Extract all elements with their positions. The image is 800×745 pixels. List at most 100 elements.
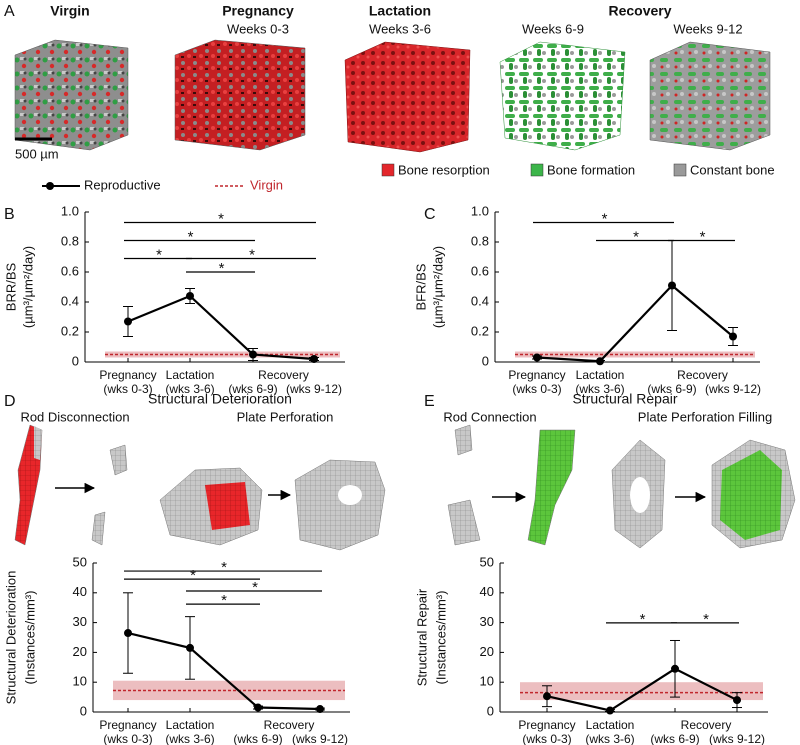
y-tick-label: 0.6 [61,263,79,278]
column-subheading: Weeks 6-9 [522,21,584,36]
x-tick-label: (wks 9-12) [709,732,765,745]
legend-label: Constant bone [690,162,775,177]
chart-title: Structural Repair [572,391,677,407]
legend-label: Virgin [250,177,283,192]
y-tick-label: 10 [73,674,87,689]
significance-star: * [602,210,608,227]
scale-bar-label: 500 µm [15,146,59,161]
column-heading: Virgin [50,3,89,19]
y-tick-label: 0 [487,703,494,718]
x-group-label: Lactation [576,368,625,382]
data-line [546,667,738,712]
significance-star: * [700,228,706,245]
y-tick-label: 40 [73,584,87,599]
x-group-label: Lactation [586,718,635,732]
column-heading: Pregnancy [222,3,294,19]
y-tick-label: 50 [73,554,87,569]
y-tick-label: 0.2 [471,323,489,338]
significance-star: * [218,210,224,227]
y-tick-label: 0 [80,703,87,718]
x-tick-label: (wks 3-6) [585,732,634,745]
data-point [316,705,324,714]
legend-marker [46,182,54,190]
x-tick-label: (wks 0-3) [522,732,571,745]
y-tick-label: 20 [73,644,87,659]
data-point [729,332,737,341]
y-tick-label: 0 [482,353,489,368]
y-tick-label: 1.0 [61,203,79,218]
legend-label: Reproductive [84,177,161,192]
column-heading: Recovery [608,3,671,19]
column-subheading: Weeks 9-12 [673,21,742,36]
structure-images [14,424,796,551]
x-tick-label: (wks 0-3) [512,382,561,396]
significance-star: * [640,611,646,628]
panel-label: D [4,393,16,410]
x-group-label: Lactation [166,368,215,382]
y-tick-label: 0.8 [61,233,79,248]
data-point [596,357,604,366]
x-group-label: Pregnancy [99,718,156,732]
y-tick-label: 30 [73,614,87,629]
chart-subtitle: Plate Perforation Filling [638,409,772,424]
significance-star: * [252,579,258,596]
x-group-label: Pregnancy [99,368,156,382]
x-tick-label: (wks 3-6) [575,382,624,396]
data-point [543,692,551,701]
significance-star: * [633,228,639,245]
data-point [254,703,262,712]
panel-label: E [424,393,435,410]
data-point [124,629,132,638]
specimen-images [14,39,771,153]
significance-star: * [190,567,196,584]
significance-star: * [221,592,227,609]
y-tick-label: 1.0 [471,203,489,218]
data-point [668,281,676,290]
y-axis-label: Structural Repair [414,588,429,686]
y-tick-label: 30 [480,614,494,629]
data-point [733,696,741,705]
x-tick-label: (wks 9-12) [292,732,348,745]
data-point [606,706,614,715]
x-group-label: Pregnancy [508,368,565,382]
data-line [127,294,315,361]
x-tick-label: (wks 6-9) [233,732,282,745]
y-tick-label: 10 [480,674,494,689]
legend-swatch [381,163,395,177]
legend-swatch [673,163,687,177]
panel-label: B [4,206,15,223]
legend-label: Bone resorption [398,162,490,177]
y-tick-label: 0.4 [471,293,489,308]
significance-star: * [219,260,225,277]
x-tick-label: (wks 6-9) [647,382,696,396]
data-point [124,317,132,326]
y-axis-label: (Instances/mm³) [433,591,448,685]
data-point [533,353,541,362]
data-line [536,283,734,363]
y-tick-label: 50 [480,554,494,569]
panel-label: C [424,206,436,223]
column-subheading: Weeks 0-3 [227,21,289,36]
x-group-label: Recovery [677,368,728,382]
x-tick-label: (wks 9-12) [705,382,761,396]
chart-title: Structural Deterioration [148,391,292,407]
data-line [127,631,321,711]
x-tick-label: (wks 0-3) [103,732,152,745]
y-tick-label: 0.2 [61,323,79,338]
significance-star: * [249,246,255,263]
data-point [249,350,257,359]
x-tick-label: (wks 3-6) [165,732,214,745]
y-tick-label: 20 [480,644,494,659]
legend-swatch [530,163,544,177]
y-axis-label: BRR/BS [3,262,18,311]
data-point [671,664,679,673]
x-group-label: Lactation [166,718,215,732]
y-tick-label: 0.4 [61,293,79,308]
y-axis-label: (µm³/µm²/day) [20,246,35,328]
chart-subtitle: Rod Disconnection [20,409,129,424]
column-heading: Lactation [369,3,431,19]
y-tick-label: 0 [72,353,79,368]
x-tick-label: (wks 3-6) [165,382,214,396]
y-axis-label: (Instances/mm³) [22,591,37,685]
